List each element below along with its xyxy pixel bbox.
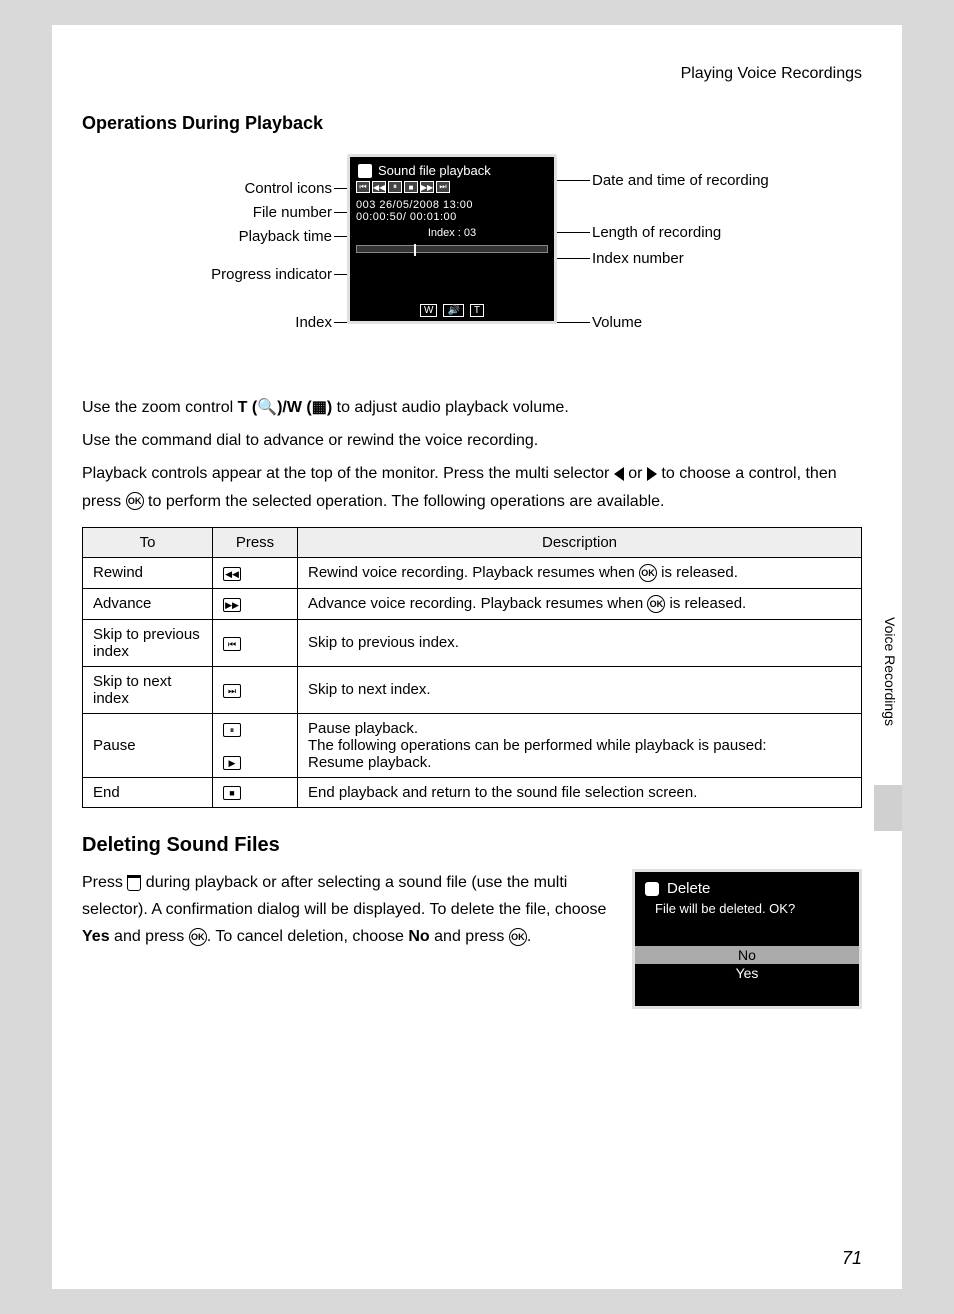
lcd-bottom-icons: W 🔊 T (350, 304, 554, 317)
delete-lcd-title: Delete (643, 880, 851, 897)
w-icon: W (420, 304, 437, 317)
advance-icon: ▶▶ (223, 598, 241, 612)
lcd-time-line: 00:00:50/ 00:01:00 (356, 211, 548, 223)
lcd-index: Index : 03 (356, 227, 548, 239)
table-row: Skip to previous index ⏮ Skip to previou… (83, 619, 862, 666)
delete-lcd-msg: File will be deleted. OK? (655, 901, 851, 916)
lcd-progress (356, 245, 548, 253)
ctrl-rewind-icon: ◀◀ (372, 181, 386, 193)
operations-table: To Press Description Rewind ◀◀ Rewind vo… (82, 527, 862, 808)
callout-control-icons: Control icons (142, 180, 332, 197)
th-to: To (83, 527, 213, 557)
callout-progress: Progress indicator (102, 266, 332, 283)
ctrl-stop-icon: ■ (404, 181, 418, 193)
callout-length: Length of recording (592, 224, 721, 241)
delete-lcd: Delete File will be deleted. OK? No Yes (632, 869, 862, 1009)
t-icon: T (470, 304, 484, 317)
lcd-file-line: 003 26/05/2008 13:00 (356, 199, 548, 211)
stop-icon: ■ (223, 786, 241, 800)
right-arrow-icon (647, 467, 657, 481)
ctrl-ff-icon: ▶▶ (420, 181, 434, 193)
section-title-deleting: Deleting Sound Files (82, 834, 862, 857)
ctrl-pause-icon: ⏸ (388, 181, 402, 193)
ok-icon: OK (189, 928, 207, 946)
body-p2: Use the command dial to advance or rewin… (82, 427, 862, 454)
lcd-title: Sound file playback (356, 163, 548, 178)
th-desc: Description (298, 527, 862, 557)
table-row: End ■ End playback and return to the sou… (83, 777, 862, 807)
lcd-control-icons: ⏮ ◀◀ ⏸ ■ ▶▶ ⏭ (356, 181, 548, 193)
table-row: Rewind ◀◀ Rewind voice recording. Playba… (83, 557, 862, 588)
callout-volume: Volume (592, 314, 642, 331)
trash-icon (127, 875, 141, 891)
body-p1: Use the zoom control T (🔍)/W (▦) to adju… (82, 394, 862, 421)
table-row: Pause ⏸ ▶ Pause playback. The following … (83, 713, 862, 777)
delete-opt-yes: Yes (643, 964, 851, 982)
left-arrow-icon (614, 467, 624, 481)
callout-indexnum: Index number (592, 250, 684, 267)
ok-icon: OK (639, 564, 657, 582)
table-row: Advance ▶▶ Advance voice recording. Play… (83, 588, 862, 619)
lcd-screen: Sound file playback ⏮ ◀◀ ⏸ ■ ▶▶ ⏭ 003 26… (347, 154, 557, 324)
playback-diagram: Control icons File number Playback time … (82, 154, 862, 364)
callout-index: Index (202, 314, 332, 331)
skip-next-icon: ⏭ (223, 684, 241, 698)
delete-opt-no: No (635, 946, 859, 964)
callout-playback-time: Playback time (142, 228, 332, 245)
side-tab: Voice Recordings (874, 605, 902, 738)
side-tab-shade (874, 785, 902, 831)
skip-prev-icon: ⏮ (223, 637, 241, 651)
speaker-icon: 🔊 (443, 304, 463, 317)
th-press: Press (213, 527, 298, 557)
table-row: Skip to next index ⏭ Skip to next index. (83, 666, 862, 713)
page-number: 71 (842, 1248, 862, 1269)
callout-datetime: Date and time of recording (592, 172, 769, 189)
pause-icon: ⏸ (223, 723, 241, 737)
ok-icon: OK (647, 595, 665, 613)
delete-block: Press during playback or after selecting… (82, 869, 862, 1009)
ok-icon: OK (509, 928, 527, 946)
play-icon: ▶ (223, 756, 241, 770)
ok-icon: OK (126, 492, 144, 510)
page-header: Playing Voice Recordings (82, 65, 862, 83)
body-p3: Playback controls appear at the top of t… (82, 460, 862, 514)
rewind-icon: ◀◀ (223, 567, 241, 581)
delete-text: Press during playback or after selecting… (82, 869, 612, 951)
ctrl-prev-icon: ⏮ (356, 181, 370, 193)
section-title-playback: Operations During Playback (82, 113, 862, 134)
ctrl-next-icon: ⏭ (436, 181, 450, 193)
manual-page: Playing Voice Recordings Operations Duri… (52, 25, 902, 1289)
callout-file-number: File number (142, 204, 332, 221)
